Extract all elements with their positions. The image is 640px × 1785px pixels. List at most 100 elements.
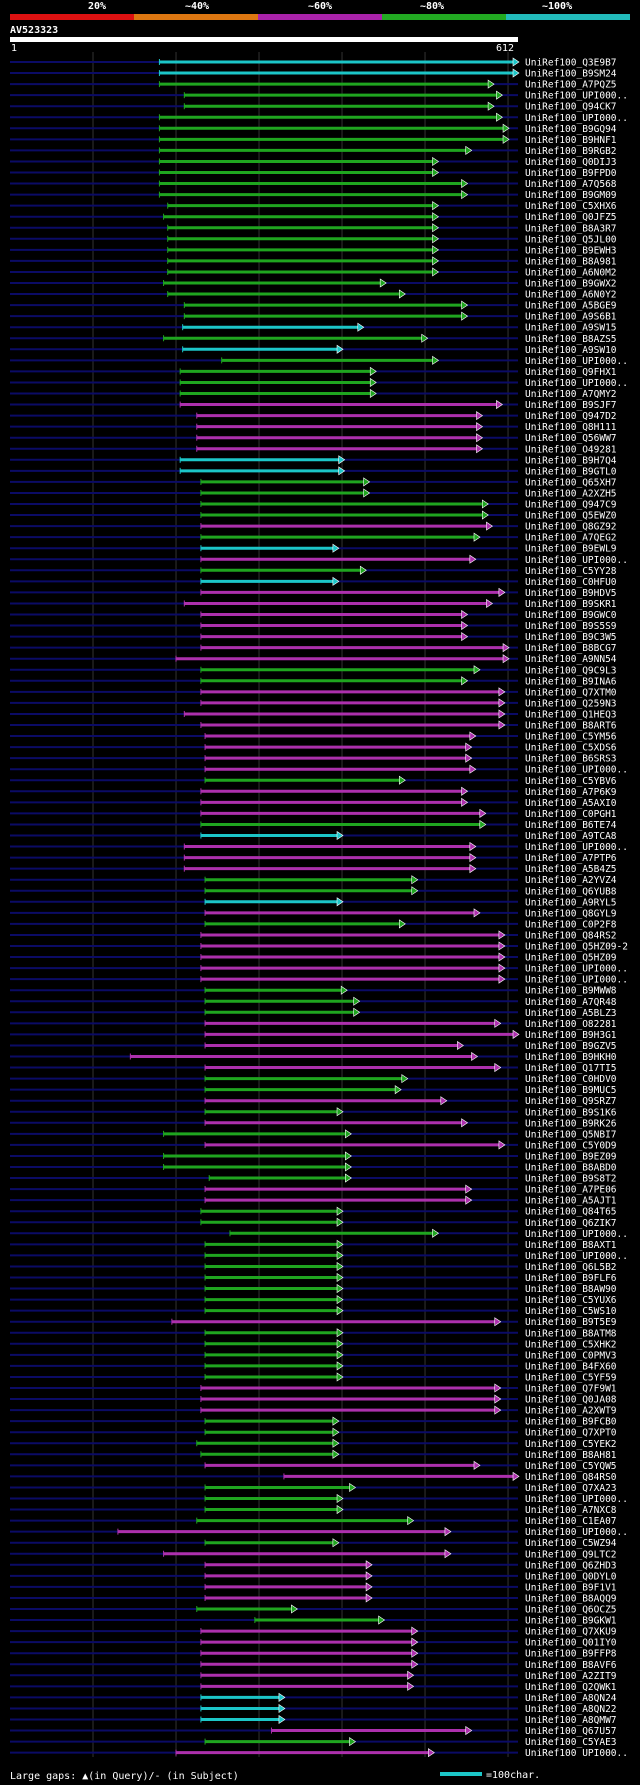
hit-id-label[interactable]: UniRef100_Q947D2 [525, 411, 617, 422]
hit-row[interactable]: UniRef100_B8ATM8 [10, 1328, 617, 1339]
hit-row[interactable]: UniRef100_B9SKR1 [10, 598, 617, 610]
hit-row[interactable]: UniRef100_C0PGH1 [10, 808, 617, 820]
hit-row[interactable]: UniRef100_UPI000.. [10, 1228, 628, 1240]
hit-row[interactable]: UniRef100_A9S6B1 [10, 311, 617, 323]
hit-row[interactable]: UniRef100_B9EWH3 [10, 245, 617, 256]
hit-id-label[interactable]: UniRef100_C0PGH1 [525, 809, 617, 820]
hit-row[interactable]: UniRef100_B8AW90 [10, 1283, 617, 1295]
hit-id-label[interactable]: UniRef100_A6N0Y2 [525, 290, 617, 301]
hit-id-label[interactable]: UniRef100_B9FPD0 [525, 168, 617, 179]
hit-id-label[interactable]: UniRef100_A7NXC8 [525, 1505, 617, 1516]
hit-id-label[interactable]: UniRef100_C5YBV6 [525, 776, 617, 787]
hit-id-label[interactable]: UniRef100_B9MWW8 [525, 986, 617, 997]
hit-row[interactable]: UniRef100_C0P2F8 [10, 919, 617, 930]
hit-id-label[interactable]: UniRef100_UPI000.. [525, 91, 628, 102]
hit-id-label[interactable]: UniRef100_Q6YUB8 [525, 886, 617, 897]
hit-id-label[interactable]: UniRef100_B9MUC5 [525, 1085, 617, 1096]
hit-row[interactable]: UniRef100_C5WZ94 [10, 1538, 617, 1549]
hit-id-label[interactable]: UniRef100_B8AW90 [525, 1284, 617, 1295]
hit-row[interactable]: UniRef100_B9MUC5 [10, 1085, 617, 1096]
hit-id-label[interactable]: UniRef100_B8AH81 [525, 1450, 617, 1461]
hit-id-label[interactable]: UniRef100_B8A981 [525, 256, 617, 267]
hit-row[interactable]: UniRef100_Q5EWZ0 [10, 510, 617, 522]
hit-row[interactable]: UniRef100_A5BLZ3 [10, 1007, 617, 1019]
hit-row[interactable]: UniRef100_B8ART6 [10, 720, 617, 732]
hit-id-label[interactable]: UniRef100_Q3E9B7 [525, 58, 617, 69]
hit-row[interactable]: UniRef100_A7P6K9 [10, 786, 617, 798]
hit-id-label[interactable]: UniRef100_A7QMY2 [525, 389, 617, 400]
hit-id-label[interactable]: UniRef100_C5YF59 [525, 1372, 617, 1383]
hit-id-label[interactable]: UniRef100_Q6L5B2 [525, 1262, 617, 1273]
hit-row[interactable]: UniRef100_Q0DIJ3 [10, 156, 617, 168]
hit-id-label[interactable]: UniRef100_B9SJF7 [525, 400, 617, 411]
hit-row[interactable]: UniRef100_O49281 [10, 444, 617, 455]
hit-row[interactable]: UniRef100_Q7XA23 [10, 1482, 617, 1494]
hit-id-label[interactable]: UniRef100_C5YM56 [525, 732, 617, 743]
hit-row[interactable]: UniRef100_B9GKW1 [10, 1615, 617, 1627]
hit-row[interactable]: UniRef100_Q7XPT0 [10, 1427, 617, 1439]
hit-id-label[interactable]: UniRef100_B9GWC0 [525, 610, 617, 621]
hit-id-label[interactable]: UniRef100_A9NN54 [525, 654, 617, 665]
hit-id-label[interactable]: UniRef100_C5YEK2 [525, 1439, 617, 1450]
hit-id-label[interactable]: UniRef100_UPI000.. [525, 1229, 628, 1240]
hit-row[interactable]: UniRef100_Q8GYL9 [10, 908, 617, 919]
hit-id-label[interactable]: UniRef100_Q6ZHD3 [525, 1560, 617, 1571]
hit-row[interactable]: UniRef100_C1EA07 [10, 1516, 617, 1527]
hit-row[interactable]: UniRef100_Q67U57 [10, 1725, 617, 1737]
hit-id-label[interactable]: UniRef100_A5AJT1 [525, 1196, 617, 1207]
hit-row[interactable]: UniRef100_C5WS10 [10, 1306, 617, 1317]
hit-row[interactable]: UniRef100_Q259N3 [10, 698, 617, 709]
hit-row[interactable]: UniRef100_C5XHX6 [10, 201, 617, 212]
hit-id-label[interactable]: UniRef100_B8AZS5 [525, 334, 617, 345]
hit-row[interactable]: UniRef100_Q65XH7 [10, 477, 617, 488]
hit-row[interactable]: UniRef100_Q5HZ09-2 [10, 941, 628, 953]
hit-id-label[interactable]: UniRef100_B8AXT1 [525, 1240, 617, 1251]
hit-id-label[interactable]: UniRef100_B4FX60 [525, 1361, 617, 1372]
hit-id-label[interactable]: UniRef100_A2ZIT9 [525, 1671, 617, 1682]
hit-row[interactable]: UniRef100_Q5HZ09 [10, 952, 617, 964]
hit-id-label[interactable]: UniRef100_A9SW10 [525, 345, 617, 356]
hit-row[interactable]: UniRef100_Q947D2 [10, 411, 617, 422]
hit-id-label[interactable]: UniRef100_B9FFP8 [525, 1649, 617, 1660]
hit-id-label[interactable]: UniRef100_A5B4Z5 [525, 864, 617, 875]
hit-id-label[interactable]: UniRef100_Q94CK7 [525, 102, 617, 113]
hit-row[interactable]: UniRef100_A5AJT1 [10, 1195, 617, 1207]
hit-row[interactable]: UniRef100_Q5JL00 [10, 234, 617, 245]
hit-id-label[interactable]: UniRef100_B8ABD0 [525, 1163, 617, 1174]
hit-id-label[interactable]: UniRef100_C5YY28 [525, 566, 617, 577]
hit-id-label[interactable]: UniRef100_B9GZV5 [525, 1041, 617, 1052]
hit-id-label[interactable]: UniRef100_UPI000.. [525, 1748, 628, 1757]
hit-id-label[interactable]: UniRef100_A5BLZ3 [525, 1008, 617, 1019]
hit-id-label[interactable]: UniRef100_C5Y0D9 [525, 1140, 617, 1151]
hit-row[interactable]: UniRef100_Q56WW7 [10, 433, 617, 444]
hit-id-label[interactable]: UniRef100_C0HFU0 [525, 577, 617, 588]
hit-row[interactable]: UniRef100_B9GWC0 [10, 609, 617, 621]
hit-row[interactable]: UniRef100_B9H3G1 [10, 1029, 617, 1041]
hit-row[interactable]: UniRef100_B9HDV5 [10, 587, 617, 599]
hit-row[interactable]: UniRef100_B9S8T2 [10, 1173, 617, 1185]
hit-id-label[interactable]: UniRef100_C0PMV3 [525, 1350, 617, 1361]
hit-row[interactable]: UniRef100_UPI000.. [10, 963, 628, 975]
hit-row[interactable]: UniRef100_B8AQQ9 [10, 1593, 617, 1604]
hit-row[interactable]: UniRef100_UPI000.. [10, 355, 628, 367]
hit-id-label[interactable]: UniRef100_B9GTL0 [525, 466, 617, 477]
hit-id-label[interactable]: UniRef100_A5BGE9 [525, 301, 617, 312]
hit-id-label[interactable]: UniRef100_B9SM24 [525, 69, 617, 80]
hit-id-label[interactable]: UniRef100_A7QR48 [525, 997, 617, 1008]
hit-id-label[interactable]: UniRef100_B8BCG7 [525, 643, 617, 654]
hit-id-label[interactable]: UniRef100_UPI000.. [525, 1251, 628, 1262]
hit-row[interactable]: UniRef100_Q6OCZ5 [10, 1604, 617, 1616]
hit-id-label[interactable]: UniRef100_C5YQW5 [525, 1461, 617, 1472]
hit-row[interactable]: UniRef100_UPI000.. [10, 112, 628, 124]
hit-row[interactable]: UniRef100_A8QN22 [10, 1703, 617, 1715]
hit-id-label[interactable]: UniRef100_B9S8T2 [525, 1174, 617, 1185]
hit-id-label[interactable]: UniRef100_B9H3G1 [525, 1030, 617, 1041]
hit-id-label[interactable]: UniRef100_Q84RS2 [525, 930, 617, 941]
hit-row[interactable]: UniRef100_UPI000.. [10, 554, 628, 566]
hit-row[interactable]: UniRef100_B9GTL0 [10, 466, 617, 477]
hit-row[interactable]: UniRef100_B8A3R7 [10, 223, 617, 234]
hit-id-label[interactable]: UniRef100_Q2QWK1 [525, 1682, 617, 1693]
hit-row[interactable]: UniRef100_A5BGE9 [10, 300, 617, 312]
hit-row[interactable]: UniRef100_B6SRS3 [10, 753, 617, 765]
hit-row[interactable]: UniRef100_C5YAE3 [10, 1737, 617, 1748]
